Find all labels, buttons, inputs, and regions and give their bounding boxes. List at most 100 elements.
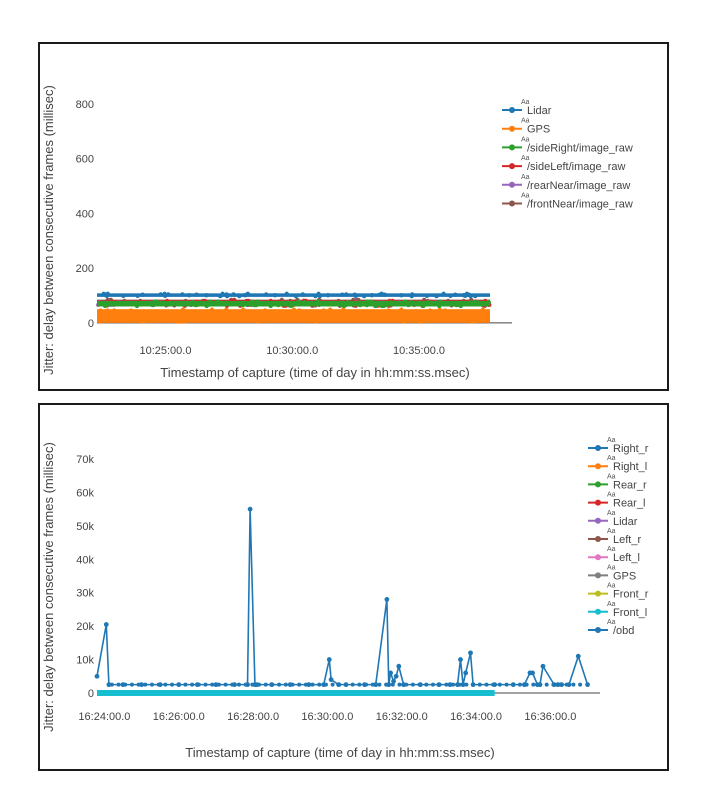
- chart-panel-bottom: 0 10k 20k 30k 40k 50k 60k 70k 16:24:00.0 16:26:00…: [38, 403, 669, 771]
- series-marker: [480, 307, 486, 312]
- series-marker: [135, 293, 140, 298]
- series-marker: [175, 319, 180, 324]
- series-marker-obd: [484, 682, 489, 687]
- series-marker-obd: [243, 682, 248, 687]
- series-marker: [432, 301, 438, 306]
- y-tick-label: 20k: [76, 621, 94, 633]
- series-marker-obd: [103, 622, 109, 627]
- series-marker: [105, 308, 110, 313]
- series-marker: [448, 293, 453, 298]
- series-marker: [154, 299, 159, 304]
- legend-marker: [595, 445, 601, 451]
- series-marker: [208, 299, 213, 304]
- series-marker: [421, 303, 426, 309]
- legend-marker: [509, 125, 515, 132]
- series-marker: [249, 299, 255, 304]
- series-marker: [224, 292, 229, 297]
- series-marker: [408, 300, 414, 305]
- series-marker-obd: [230, 682, 235, 687]
- legend-marker-text: Aa: [607, 455, 616, 462]
- series-marker-obd: [511, 682, 516, 687]
- legend-marker: [595, 608, 601, 615]
- series-marker: [266, 317, 271, 322]
- series-marker: [209, 307, 215, 312]
- series-marker: [465, 310, 471, 315]
- legend-marker: [595, 627, 601, 633]
- legend-marker: [595, 536, 601, 542]
- y-tick-label: 30k: [76, 588, 94, 600]
- series-marker: [329, 315, 334, 320]
- series-marker: [255, 299, 260, 304]
- series-marker-obd: [530, 670, 535, 676]
- series-marker: [209, 315, 215, 320]
- series-band-front-l: [97, 689, 495, 696]
- legend-label: /sideLeft/image_raw: [527, 161, 625, 173]
- x-tick-label: 10:30:00.0: [266, 345, 318, 357]
- series-marker: [464, 291, 470, 297]
- legend-marker-text: Aa: [521, 174, 530, 181]
- series-marker-obd: [213, 682, 219, 688]
- series-marker: [263, 292, 269, 297]
- series-marker: [437, 307, 442, 312]
- series-marker-obd: [540, 663, 546, 669]
- series-marker-obd: [460, 682, 466, 688]
- series-band-2: [97, 300, 490, 307]
- series-marker-obd: [163, 682, 168, 687]
- y-tick-label: 800: [76, 99, 94, 111]
- legend-label: Front_l: [613, 607, 647, 619]
- series-marker-obd: [397, 682, 402, 687]
- y-tick-label: 40k: [76, 554, 94, 566]
- y-axis-label: Jitter: delay between consecutive frames…: [41, 85, 56, 375]
- x-tick-label: 16:32:00.0: [376, 711, 428, 723]
- series-marker-obd: [370, 682, 375, 687]
- series-marker-obd: [404, 682, 409, 687]
- x-tick-label: 10:35:00.0: [393, 345, 445, 357]
- series-marker: [370, 300, 375, 305]
- series-marker: [261, 310, 266, 315]
- series-marker: [276, 302, 281, 308]
- series-marker: [345, 300, 350, 305]
- series-marker: [224, 307, 229, 312]
- series-marker-obd: [384, 682, 389, 687]
- series-marker: [164, 310, 169, 315]
- series-marker: [453, 292, 458, 297]
- legend-label: Rear_l: [613, 498, 645, 510]
- series-marker-obd: [544, 682, 549, 687]
- legend-marker: [509, 200, 515, 207]
- series-marker: [98, 319, 103, 324]
- series-band-0: [97, 293, 490, 297]
- series-marker: [272, 293, 278, 298]
- series-marker: [173, 310, 179, 315]
- series-marker: [268, 303, 273, 309]
- series-marker: [379, 310, 385, 315]
- series-marker-obd: [477, 682, 482, 687]
- series-marker-obd: [123, 682, 128, 687]
- x-tick-label: 16:30:00.0: [301, 711, 353, 723]
- series-marker-obd: [497, 682, 502, 687]
- series-marker-obd: [424, 682, 429, 687]
- series-marker-obd: [464, 682, 469, 687]
- series-marker-obd: [350, 682, 355, 687]
- legend-label: GPS: [527, 124, 550, 136]
- legend-marker-text: Aa: [521, 136, 530, 143]
- series-marker: [467, 315, 473, 320]
- series-marker-obd: [176, 682, 181, 687]
- series-marker-obd: [417, 682, 422, 687]
- y-tick-label: 200: [76, 263, 94, 275]
- series-marker: [437, 299, 443, 304]
- series-marker-obd: [396, 663, 402, 669]
- series-marker-obd: [109, 682, 114, 687]
- series-marker: [437, 317, 442, 322]
- series-marker-obd: [524, 682, 529, 687]
- x-tick-label: 16:36:00.0: [524, 711, 576, 723]
- series-marker: [97, 301, 103, 306]
- series-marker-obd: [139, 682, 144, 688]
- series-marker: [140, 292, 145, 297]
- legend-marker-text: Aa: [607, 510, 616, 517]
- legend-marker: [595, 517, 601, 524]
- legend-label: Front_r: [613, 589, 649, 601]
- series-marker: [486, 300, 491, 305]
- series-marker: [187, 293, 192, 298]
- x-tick-label: 10:25:00.0: [139, 345, 191, 357]
- series-marker-obd: [247, 506, 253, 512]
